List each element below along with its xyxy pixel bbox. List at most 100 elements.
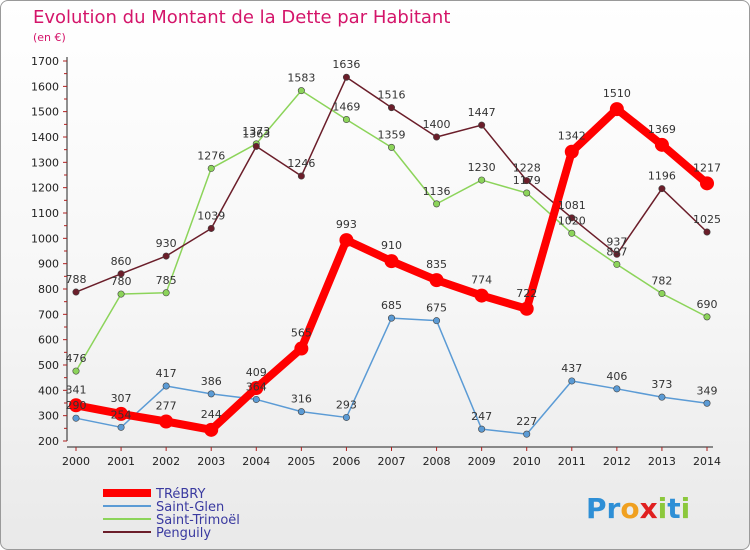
data-point-saint-trimo-l	[207, 164, 215, 172]
data-label-saint-glen: 247	[471, 410, 492, 423]
data-label-tr-bry: 1369	[648, 123, 676, 136]
x-tick-label: 2010	[513, 455, 541, 468]
series-layer	[69, 73, 714, 438]
data-label-penguily: 1400	[423, 118, 451, 131]
brand-logo-letter: r	[607, 492, 621, 525]
legend-label-saint-trimo-l: Saint-Trimoël	[156, 513, 240, 528]
data-label-penguily: 1081	[558, 199, 586, 212]
data-label-saint-glen: 417	[156, 367, 177, 380]
data-point-saint-trimo-l	[162, 289, 170, 297]
x-tick-label: 2012	[603, 455, 631, 468]
data-label-saint-trimo-l: 1230	[468, 161, 496, 174]
data-point-saint-trimo-l	[703, 313, 711, 321]
data-point-saint-glen	[478, 425, 486, 433]
data-label-tr-bry: 1342	[558, 130, 586, 143]
data-point-penguily	[252, 142, 260, 150]
data-point-tr-bry	[339, 233, 354, 248]
data-point-tr-bry	[700, 176, 714, 191]
data-point-saint-glen	[613, 385, 621, 393]
data-point-saint-glen	[523, 430, 531, 438]
data-point-saint-glen	[568, 377, 576, 385]
data-point-saint-trimo-l	[72, 367, 80, 375]
data-point-saint-trimo-l	[613, 260, 621, 268]
data-point-saint-glen	[342, 413, 350, 421]
data-label-penguily: 1516	[378, 89, 406, 102]
data-point-penguily	[297, 172, 305, 180]
x-tick-label: 2000	[62, 455, 90, 468]
data-point-tr-bry	[519, 301, 534, 316]
y-tick-label: 600	[38, 334, 59, 347]
data-label-penguily: 1025	[693, 213, 721, 226]
data-point-tr-bry	[654, 137, 669, 152]
data-label-tr-bry: 1510	[603, 87, 631, 100]
data-point-saint-glen	[297, 408, 305, 416]
legend-label-saint-glen: Saint-Glen	[156, 500, 224, 515]
data-label-penguily: 1636	[332, 58, 360, 71]
data-point-saint-trimo-l	[387, 143, 395, 151]
data-point-tr-bry	[564, 144, 579, 159]
brand-logo-text: Proxiti	[586, 492, 690, 525]
axes: 200 300 400 500 600 700 800 900 1000 1100 1200 1300…	[31, 55, 721, 468]
brand-logo-letter: o	[620, 492, 639, 525]
data-label-tr-bry: 1217	[693, 161, 721, 174]
data-label-saint-trimo-l: 1276	[197, 149, 225, 162]
data-point-tr-bry	[69, 398, 83, 413]
data-label-penguily: 1228	[513, 162, 541, 175]
data-label-saint-glen: 290	[66, 399, 87, 412]
data-label-tr-bry: 244	[201, 408, 222, 421]
y-tick-label: 800	[38, 283, 59, 296]
x-tick-label: 2013	[648, 455, 676, 468]
data-point-saint-glen	[252, 395, 260, 403]
data-label-penguily: 1196	[648, 170, 676, 183]
data-label-saint-trimo-l: 1136	[423, 185, 451, 198]
data-point-saint-glen	[162, 382, 170, 390]
data-point-tr-bry	[609, 102, 624, 117]
data-point-tr-bry	[429, 273, 444, 288]
data-point-saint-trimo-l	[658, 290, 666, 298]
data-label-saint-glen: 685	[381, 299, 402, 312]
data-point-saint-trimo-l	[117, 290, 125, 298]
y-tick-label: 1200	[31, 182, 59, 195]
brand-logo-letter: i	[681, 492, 691, 525]
data-point-penguily	[478, 121, 486, 129]
data-label-saint-glen: 386	[201, 375, 222, 388]
chart-subtitle: (en €)	[33, 31, 66, 44]
data-point-penguily	[72, 288, 80, 296]
data-label-saint-trimo-l: 1469	[332, 101, 360, 114]
y-tick-label: 1600	[31, 80, 59, 93]
x-tick-label: 2011	[558, 455, 586, 468]
data-label-tr-bry: 565	[291, 327, 312, 340]
data-point-penguily	[387, 104, 395, 112]
series-penguily	[72, 73, 711, 296]
data-label-saint-trimo-l: 785	[156, 274, 177, 287]
x-tick-label: 2008	[423, 455, 451, 468]
x-tick-label: 2005	[287, 455, 315, 468]
brand-logo-letter: t	[667, 492, 680, 525]
brand-logo: Proxiti	[586, 492, 690, 525]
y-tick-label: 1700	[31, 55, 59, 68]
data-label-saint-glen: 373	[651, 378, 672, 391]
data-label-penguily: 788	[66, 273, 87, 286]
data-label-saint-trimo-l: 897	[606, 245, 627, 258]
data-label-penguily: 1363	[242, 127, 270, 140]
legend-label-tr-bry: TRéBRY	[155, 487, 206, 502]
data-label-saint-trimo-l: 1020	[558, 214, 586, 227]
y-tick-label: 900	[38, 258, 59, 271]
brand-logo-letter: i	[658, 492, 668, 525]
y-tick-label: 500	[38, 359, 59, 372]
data-point-penguily	[342, 73, 350, 81]
data-point-penguily	[658, 185, 666, 193]
data-point-saint-glen	[117, 423, 125, 431]
data-point-saint-glen	[703, 399, 711, 407]
data-label-saint-trimo-l: 782	[651, 275, 672, 288]
x-tick-label: 2014	[693, 455, 721, 468]
data-point-saint-trimo-l	[297, 87, 305, 95]
data-point-saint-trimo-l	[568, 229, 576, 237]
y-tick-label: 1000	[31, 232, 59, 245]
series-saint-glen	[72, 314, 711, 438]
data-label-saint-glen: 406	[606, 370, 627, 383]
data-point-tr-bry	[204, 422, 219, 437]
